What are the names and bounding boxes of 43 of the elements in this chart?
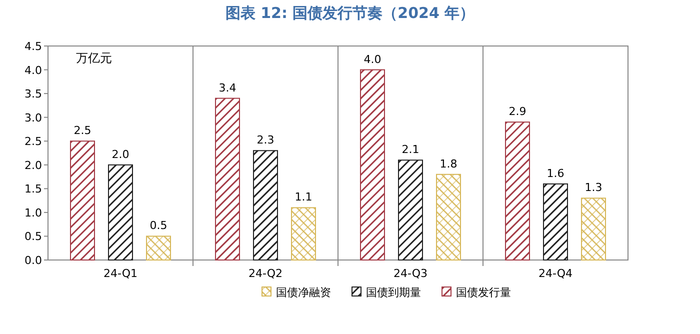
legend-label: 国债发行量: [456, 286, 511, 299]
y-tick-label: 0.0: [24, 254, 42, 267]
data-label: 2.1: [402, 143, 420, 156]
data-label: 1.6: [546, 166, 564, 180]
data-label: 1.1: [294, 190, 312, 204]
data-label: 1.3: [584, 181, 602, 194]
bar: [215, 98, 240, 260]
bar: [543, 183, 568, 260]
y-tick-label: 3.5: [24, 88, 42, 101]
x-tick-label: 24-Q2: [248, 267, 283, 280]
data-label: 3.4: [218, 81, 236, 94]
bar: [146, 236, 171, 260]
legend-label: 国债净融资: [276, 286, 331, 299]
x-tick-label: 24-Q3: [393, 267, 428, 280]
y-tick-label: 0.5: [24, 230, 42, 244]
bar: [436, 174, 461, 260]
y-tick-label: 2.0: [24, 158, 42, 172]
x-tick-label: 24-Q4: [538, 267, 573, 280]
bar: [291, 207, 316, 260]
data-label: 2.0: [112, 148, 130, 161]
y-tick-label: 1.5: [24, 182, 42, 196]
chart-title: 图表 12: 国债发行节奏（2024 年）: [225, 4, 475, 22]
y-tick-label: 1.0: [24, 206, 42, 220]
y-tick-label: 3.0: [24, 111, 42, 124]
data-label: 2.9: [508, 105, 526, 118]
x-tick-label: 24-Q1: [103, 267, 138, 280]
data-label: 2.5: [74, 124, 92, 138]
data-label: 2.3: [256, 134, 274, 147]
y-tick-label: 4.0: [24, 64, 42, 77]
bar: [505, 122, 530, 260]
bar: [70, 140, 95, 260]
y-tick-label: 4.5: [24, 40, 42, 53]
y-tick-label: 2.5: [24, 135, 42, 148]
data-label: 1.8: [440, 157, 458, 170]
bar: [253, 150, 278, 260]
data-label: 4.0: [364, 52, 382, 66]
legend-label: 国债到期量: [366, 286, 421, 299]
data-label: 0.5: [150, 219, 168, 232]
y-axis-title: 万亿元: [76, 51, 112, 65]
bar: [398, 160, 423, 260]
bar: [581, 198, 606, 260]
bar: [108, 164, 133, 260]
bar: [360, 69, 385, 260]
